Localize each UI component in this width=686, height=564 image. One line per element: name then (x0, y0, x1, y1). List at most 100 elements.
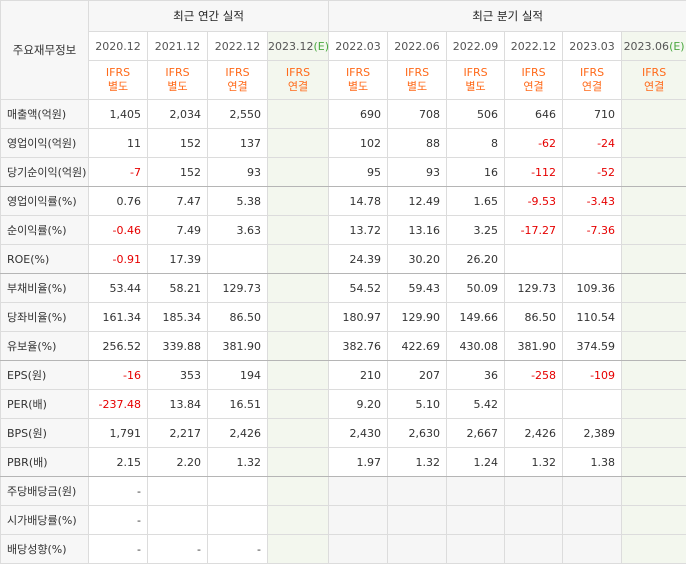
table-cell (505, 477, 563, 506)
table-cell: 1.32 (388, 448, 447, 477)
table-cell (208, 477, 268, 506)
table-cell (388, 506, 447, 535)
row-label: 영업이익률(%) (1, 187, 89, 216)
table-cell: 353 (148, 361, 208, 390)
table-cell: -16 (89, 361, 148, 390)
table-cell (148, 477, 208, 506)
table-cell (268, 448, 329, 477)
standard-type: 연결 (288, 80, 308, 93)
period-header: 2023.12(E) (268, 32, 329, 61)
period-header: 2020.12 (89, 32, 148, 61)
table-cell: 93 (208, 158, 268, 187)
table-cell: 13.84 (148, 390, 208, 419)
table-cell: 207 (388, 361, 447, 390)
period-label: 2021.12 (155, 40, 201, 53)
table-cell: 3.25 (447, 216, 505, 245)
period-header: 2022.12 (505, 32, 563, 61)
table-cell (208, 506, 268, 535)
table-cell (563, 506, 622, 535)
standard-type: 연결 (582, 80, 602, 93)
table-cell: 36 (447, 361, 505, 390)
table-cell: 9.20 (329, 390, 388, 419)
standard-name: IFRS (405, 66, 429, 79)
table-cell: 2.20 (148, 448, 208, 477)
table-cell: 3.63 (208, 216, 268, 245)
table-cell: -17.27 (505, 216, 563, 245)
table-cell (268, 158, 329, 187)
row-label: 당좌비율(%) (1, 303, 89, 332)
table-cell: - (89, 506, 148, 535)
standard-name: IFRS (521, 66, 545, 79)
table-cell: 152 (148, 158, 208, 187)
table-cell: 2,426 (505, 419, 563, 448)
table-cell: 13.72 (329, 216, 388, 245)
period-label: 2022.09 (453, 40, 499, 53)
table-cell: 382.76 (329, 332, 388, 361)
table-cell (268, 419, 329, 448)
table-cell: 2,217 (148, 419, 208, 448)
table-cell: 102 (329, 129, 388, 158)
row-label: 매출액(억원) (1, 100, 89, 129)
table-cell: 1.97 (329, 448, 388, 477)
table-cell: 1.24 (447, 448, 505, 477)
table-cell: 710 (563, 100, 622, 129)
table-cell: 0.76 (89, 187, 148, 216)
table-cell: -52 (563, 158, 622, 187)
row-label: 당기순이익(억원) (1, 158, 89, 187)
table-cell (622, 332, 686, 361)
period-label: 2023.12 (268, 40, 314, 53)
table-cell (622, 535, 686, 564)
table-cell: 30.20 (388, 245, 447, 274)
standard-name: IFRS (286, 66, 310, 79)
table-cell (505, 506, 563, 535)
table-cell (622, 158, 686, 187)
table-cell (505, 245, 563, 274)
table-cell: 2,034 (148, 100, 208, 129)
period-label: 2022.12 (511, 40, 557, 53)
period-label: 2020.12 (95, 40, 141, 53)
table-cell: - (89, 535, 148, 564)
table-cell: 430.08 (447, 332, 505, 361)
table-cell: 13.16 (388, 216, 447, 245)
period-header: 2023.03 (563, 32, 622, 61)
table-cell: 110.54 (563, 303, 622, 332)
table-cell (329, 506, 388, 535)
period-label: 2022.12 (215, 40, 261, 53)
table-cell (622, 245, 686, 274)
table-cell: 2,426 (208, 419, 268, 448)
table-cell: 185.34 (148, 303, 208, 332)
table-cell: 53.44 (89, 274, 148, 303)
table-cell (505, 535, 563, 564)
table-cell (622, 216, 686, 245)
table-cell: -0.91 (89, 245, 148, 274)
table-cell (563, 535, 622, 564)
table-cell: -237.48 (89, 390, 148, 419)
table-cell: 86.50 (208, 303, 268, 332)
standard-name: IFRS (463, 66, 487, 79)
estimate-mark: (E) (314, 40, 330, 53)
table-cell: 129.73 (505, 274, 563, 303)
table-cell: 690 (329, 100, 388, 129)
row-label: BPS(원) (1, 419, 89, 448)
table-cell: 161.34 (89, 303, 148, 332)
table-cell (563, 477, 622, 506)
row-label: 부채비율(%) (1, 274, 89, 303)
table-cell: 149.66 (447, 303, 505, 332)
table-cell (268, 216, 329, 245)
table-cell (268, 274, 329, 303)
table-cell: 210 (329, 361, 388, 390)
table-cell: -109 (563, 361, 622, 390)
table-cell: -7 (89, 158, 148, 187)
row-label: ROE(%) (1, 245, 89, 274)
table-cell (388, 477, 447, 506)
table-cell (622, 129, 686, 158)
row-label: 영업이익(억원) (1, 129, 89, 158)
table-cell: -3.43 (563, 187, 622, 216)
